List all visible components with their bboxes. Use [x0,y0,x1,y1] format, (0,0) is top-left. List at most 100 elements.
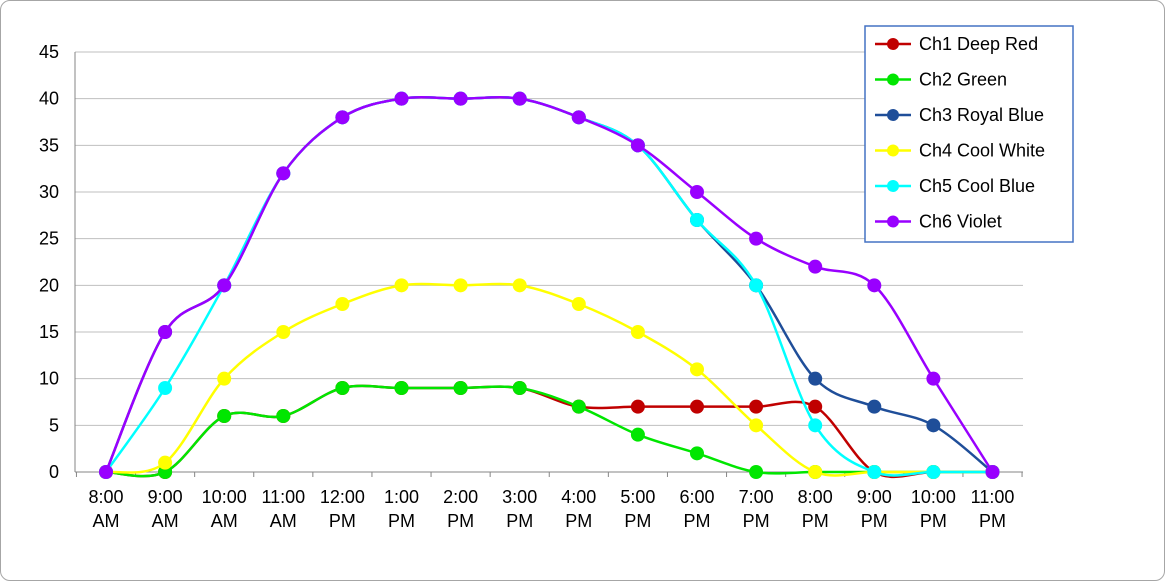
data-point [808,465,823,479]
data-point [394,91,409,106]
x-tick-label: 12:00 PM [320,487,365,531]
data-point [512,91,527,106]
legend-label: Ch4 Cool White [919,141,1045,161]
data-point [749,278,764,293]
x-tick-label: 7:00 PM [739,487,774,531]
legend-label: Ch6 Violet [919,212,1002,232]
data-point [276,409,291,423]
legend-marker [887,144,899,157]
x-tick-label: 6:00 PM [679,487,714,531]
x-tick-label-line: AM [211,511,238,531]
data-point [217,278,232,293]
x-tick-label: 5:00 PM [620,487,655,531]
x-tick-label-line: 7:00 [739,487,774,507]
x-tick-label-line: 11:00 [261,487,305,507]
x-tick-label-line: 8:00 [798,487,833,507]
x-tick-label: 9:00 PM [857,487,892,531]
y-tick-label: 5 [49,415,59,435]
series-line [105,384,993,479]
x-tick-label: 9:00 AM [148,487,183,531]
legend-label: Ch3 Royal Blue [919,105,1044,125]
data-point [749,465,764,479]
y-tick-label: 40 [39,89,59,109]
data-point [630,138,645,153]
x-tick-label: 4:00 PM [561,487,596,531]
gridlines [75,51,1023,426]
x-tick-label-line: 1:00 [384,487,419,507]
y-tick-label: 0 [49,462,59,482]
data-point [335,381,350,395]
data-point [335,297,350,311]
data-point [690,399,704,414]
data-point [690,213,704,227]
legend-item: Ch1 Deep Red [875,34,1038,54]
data-point [512,381,527,395]
x-tick-label-line: AM [270,511,297,531]
data-point [867,399,882,414]
x-tick-label-line: 11:00 [971,487,1015,507]
series-lines [99,91,1000,479]
data-point [453,91,468,106]
series-ch6-violet [99,91,1000,479]
x-tick-label: 8:00 PM [798,487,833,531]
legend-box [864,25,1074,243]
x-tick-label: 10:00 PM [911,487,956,531]
x-tick-label-line: 9:00 [148,487,183,507]
data-point [217,409,232,423]
x-tick-label-line: PM [506,511,533,531]
series-line [104,96,994,473]
legend-marker [887,109,899,121]
x-tick-label: 8:00 AM [88,487,123,531]
x-tick-label-line: 4:00 [561,487,596,507]
data-point [158,455,173,470]
data-point [335,110,350,125]
legend-item: Ch6 Violet [875,212,1002,232]
x-tick-label-line: AM [152,511,179,531]
data-point [630,399,645,414]
data-point [749,418,764,433]
series-line [104,96,994,473]
data-point [808,399,823,414]
data-point [571,297,586,311]
series-line [105,384,993,478]
x-tick-label: 1:00 PM [384,487,419,531]
legend-marker [887,38,899,50]
data-point [808,371,823,386]
x-tick-label-line: 6:00 [679,487,714,507]
y-tick-label: 45 [39,42,59,62]
data-point [276,325,291,339]
x-tick-label-line: PM [684,511,711,531]
series-line [105,282,993,477]
x-tick-label: 11:00 PM [971,487,1015,531]
x-tick-label-line: AM [93,511,120,531]
x-tick-label-line: 2:00 [443,487,478,507]
data-point [512,278,527,293]
data-point [926,371,941,386]
data-point [394,278,409,293]
x-tick-label: 3:00 PM [502,487,537,531]
x-tick-label-line: PM [329,511,356,531]
data-point [867,465,882,479]
legend-item: Ch5 Cool Blue [875,176,1035,196]
legend-label: Ch1 Deep Red [919,34,1038,54]
x-tick-label-line: 3:00 [502,487,537,507]
x-tick-label-line: PM [388,511,415,531]
x-tick-label-line: PM [447,511,474,531]
y-tick-label: 25 [39,229,59,249]
x-tick-label: 10:00 AM [202,487,247,531]
y-tick-label: 15 [39,322,59,342]
data-point [808,418,823,433]
data-point [453,278,468,293]
x-tick-label-line: PM [624,511,651,531]
data-point [394,381,409,395]
legend-marker [887,73,899,86]
y-tick-label: 30 [39,182,59,202]
x-tick-label-line: PM [861,511,888,531]
data-point [690,185,704,199]
data-point [158,325,173,339]
data-point [571,110,586,125]
y-tick-label: 10 [39,369,59,389]
x-tick-label-line: 5:00 [620,487,655,507]
x-tick-label-line: 9:00 [857,487,892,507]
